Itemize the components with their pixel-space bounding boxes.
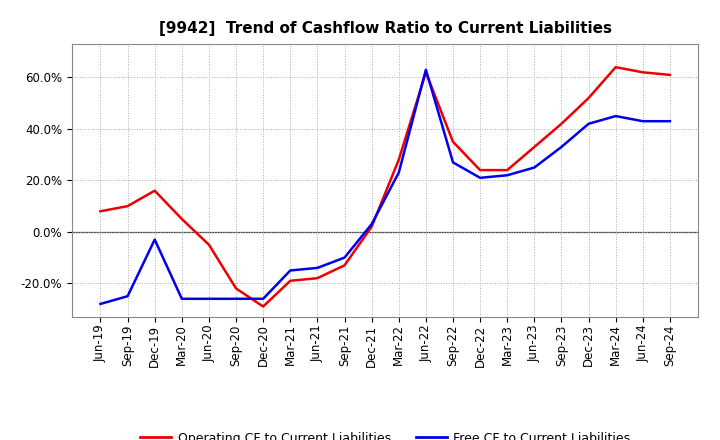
Operating CF to Current Liabilities	[259, 304, 268, 309]
Operating CF to Current Liabilities	[367, 224, 376, 229]
Operating CF to Current Liabilities	[286, 278, 294, 283]
Free CF to Current Liabilities	[476, 175, 485, 180]
Free CF to Current Liabilities	[150, 237, 159, 242]
Operating CF to Current Liabilities	[611, 65, 620, 70]
Free CF to Current Liabilities	[395, 170, 403, 175]
Free CF to Current Liabilities	[503, 172, 511, 178]
Free CF to Current Liabilities	[611, 114, 620, 119]
Free CF to Current Liabilities	[449, 160, 457, 165]
Free CF to Current Liabilities	[232, 296, 240, 301]
Legend: Operating CF to Current Liabilities, Free CF to Current Liabilities: Operating CF to Current Liabilities, Fre…	[135, 427, 635, 440]
Operating CF to Current Liabilities	[96, 209, 105, 214]
Free CF to Current Liabilities	[421, 67, 430, 72]
Free CF to Current Liabilities	[639, 118, 647, 124]
Operating CF to Current Liabilities	[530, 144, 539, 150]
Operating CF to Current Liabilities	[476, 168, 485, 173]
Free CF to Current Liabilities	[584, 121, 593, 126]
Operating CF to Current Liabilities	[123, 203, 132, 209]
Free CF to Current Liabilities	[341, 255, 349, 260]
Operating CF to Current Liabilities	[313, 275, 322, 281]
Operating CF to Current Liabilities	[178, 216, 186, 222]
Free CF to Current Liabilities	[557, 144, 566, 150]
Free CF to Current Liabilities	[259, 296, 268, 301]
Operating CF to Current Liabilities	[421, 70, 430, 75]
Free CF to Current Liabilities	[286, 268, 294, 273]
Operating CF to Current Liabilities	[395, 157, 403, 162]
Operating CF to Current Liabilities	[639, 70, 647, 75]
Operating CF to Current Liabilities	[341, 263, 349, 268]
Free CF to Current Liabilities	[178, 296, 186, 301]
Operating CF to Current Liabilities	[503, 168, 511, 173]
Free CF to Current Liabilities	[367, 221, 376, 227]
Operating CF to Current Liabilities	[232, 286, 240, 291]
Operating CF to Current Liabilities	[584, 95, 593, 101]
Title: [9942]  Trend of Cashflow Ratio to Current Liabilities: [9942] Trend of Cashflow Ratio to Curren…	[158, 21, 612, 36]
Operating CF to Current Liabilities	[150, 188, 159, 193]
Free CF to Current Liabilities	[204, 296, 213, 301]
Free CF to Current Liabilities	[313, 265, 322, 271]
Line: Operating CF to Current Liabilities: Operating CF to Current Liabilities	[101, 67, 670, 307]
Free CF to Current Liabilities	[665, 118, 674, 124]
Operating CF to Current Liabilities	[204, 242, 213, 247]
Line: Free CF to Current Liabilities: Free CF to Current Liabilities	[101, 70, 670, 304]
Operating CF to Current Liabilities	[665, 72, 674, 77]
Free CF to Current Liabilities	[530, 165, 539, 170]
Free CF to Current Liabilities	[123, 293, 132, 299]
Operating CF to Current Liabilities	[449, 139, 457, 144]
Operating CF to Current Liabilities	[557, 121, 566, 126]
Free CF to Current Liabilities	[96, 301, 105, 307]
